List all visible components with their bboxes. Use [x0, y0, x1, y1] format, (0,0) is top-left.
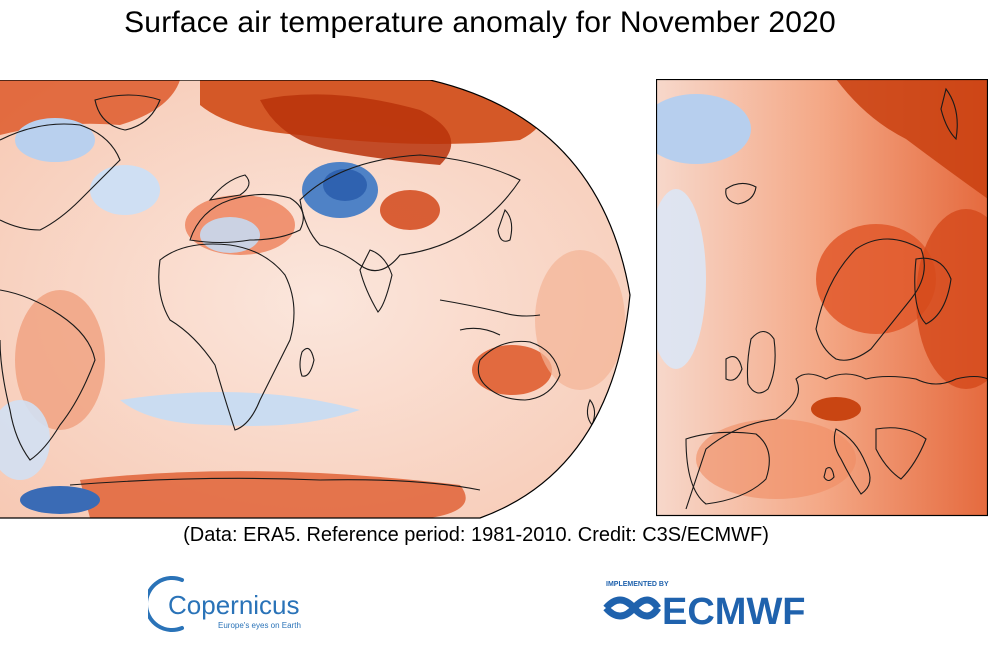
central-asia-cold-core	[323, 169, 367, 201]
world-coastlines	[0, 94, 596, 491]
alps-warm-patch	[811, 397, 861, 421]
scandinavia-warm-patch	[816, 224, 936, 334]
europe-anomaly-map	[656, 79, 988, 517]
tibet-warm-patch	[380, 190, 440, 230]
southeast-pacific-cool	[0, 400, 50, 480]
copernicus-swoosh-icon	[148, 576, 184, 632]
copernicus-tagline: Europe's eyes on Earth	[218, 621, 301, 630]
canada-cool-patch	[15, 118, 95, 162]
antarctic-warm-band	[80, 471, 466, 518]
ecmwf-implemented-by: IMPLEMENTED BY	[606, 581, 669, 588]
north-atlantic-cool-patch	[656, 94, 751, 164]
south-atlantic-cool	[120, 392, 360, 426]
arctic-strong-warm	[260, 94, 452, 165]
data-credit-caption: (Data: ERA5. Reference period: 1981-2010…	[183, 524, 769, 546]
copernicus-logo: Copernicus Europe's eyes on Earth	[148, 576, 301, 632]
world-base-field	[0, 80, 630, 518]
world-map-border	[0, 80, 631, 519]
ecmwf-wordmark: ECMWF	[662, 591, 806, 633]
arctic-warm-patch	[836, 79, 988, 199]
pacific-warm-patch	[535, 250, 625, 390]
world-anomaly-map	[0, 80, 631, 519]
ecmwf-logo: IMPLEMENTED BY ECMWF	[603, 581, 806, 633]
copernicus-wordmark: Copernicus	[168, 590, 300, 620]
antarctic-cold-patch	[20, 486, 100, 514]
australia-warm-patch	[472, 345, 552, 395]
russia-warm-patch	[916, 209, 988, 389]
sahara-cool-patch	[200, 217, 260, 253]
ecmwf-waves-icon	[603, 596, 661, 620]
north-atlantic-cool	[90, 165, 160, 215]
south-america-warm	[15, 290, 105, 430]
europe-coastlines	[685, 87, 988, 510]
atlantic-cool-patch	[656, 189, 706, 369]
iberia-warm-patch	[696, 419, 856, 499]
page-title: Surface air temperature anomaly for Nove…	[124, 6, 836, 39]
